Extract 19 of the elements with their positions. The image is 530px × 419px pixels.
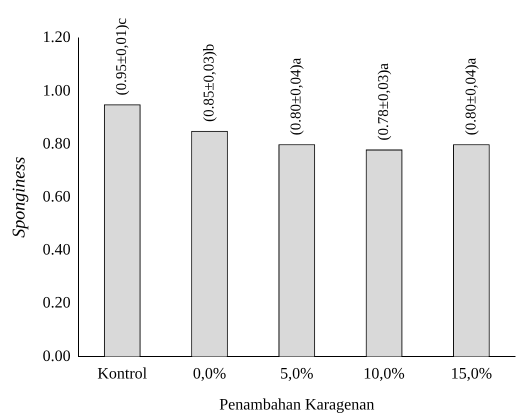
data-label: (0.80±0,04)a xyxy=(463,57,480,136)
y-tick-label: 0.60 xyxy=(42,188,71,206)
data-label: (0.78±0,03)a xyxy=(376,62,392,141)
y-tick-label: 0.80 xyxy=(42,135,71,152)
y-axis-title: Sponginess xyxy=(8,156,29,238)
data-label: (0.95±0,01)c xyxy=(114,18,130,96)
y-tick-label: 1.20 xyxy=(42,29,71,46)
data-label: (0.85±0,03)b xyxy=(201,44,218,122)
y-tick-label: 0.40 xyxy=(42,242,71,259)
x-tick-label: 5,0% xyxy=(280,365,314,382)
x-tick-label: 15,0% xyxy=(450,365,492,382)
data-label: (0.80±0,04)a xyxy=(288,57,305,136)
x-tick-label: Kontrol xyxy=(97,365,148,382)
x-axis-title: Penambahan Karagenan xyxy=(219,396,374,414)
y-tick-label: 0.20 xyxy=(42,294,71,312)
y-tick-label: 1.00 xyxy=(42,82,71,100)
x-tick-label: 0,0% xyxy=(192,365,226,382)
x-tick-label: 10,0% xyxy=(363,365,405,382)
y-tick-label: 0.00 xyxy=(42,348,71,365)
